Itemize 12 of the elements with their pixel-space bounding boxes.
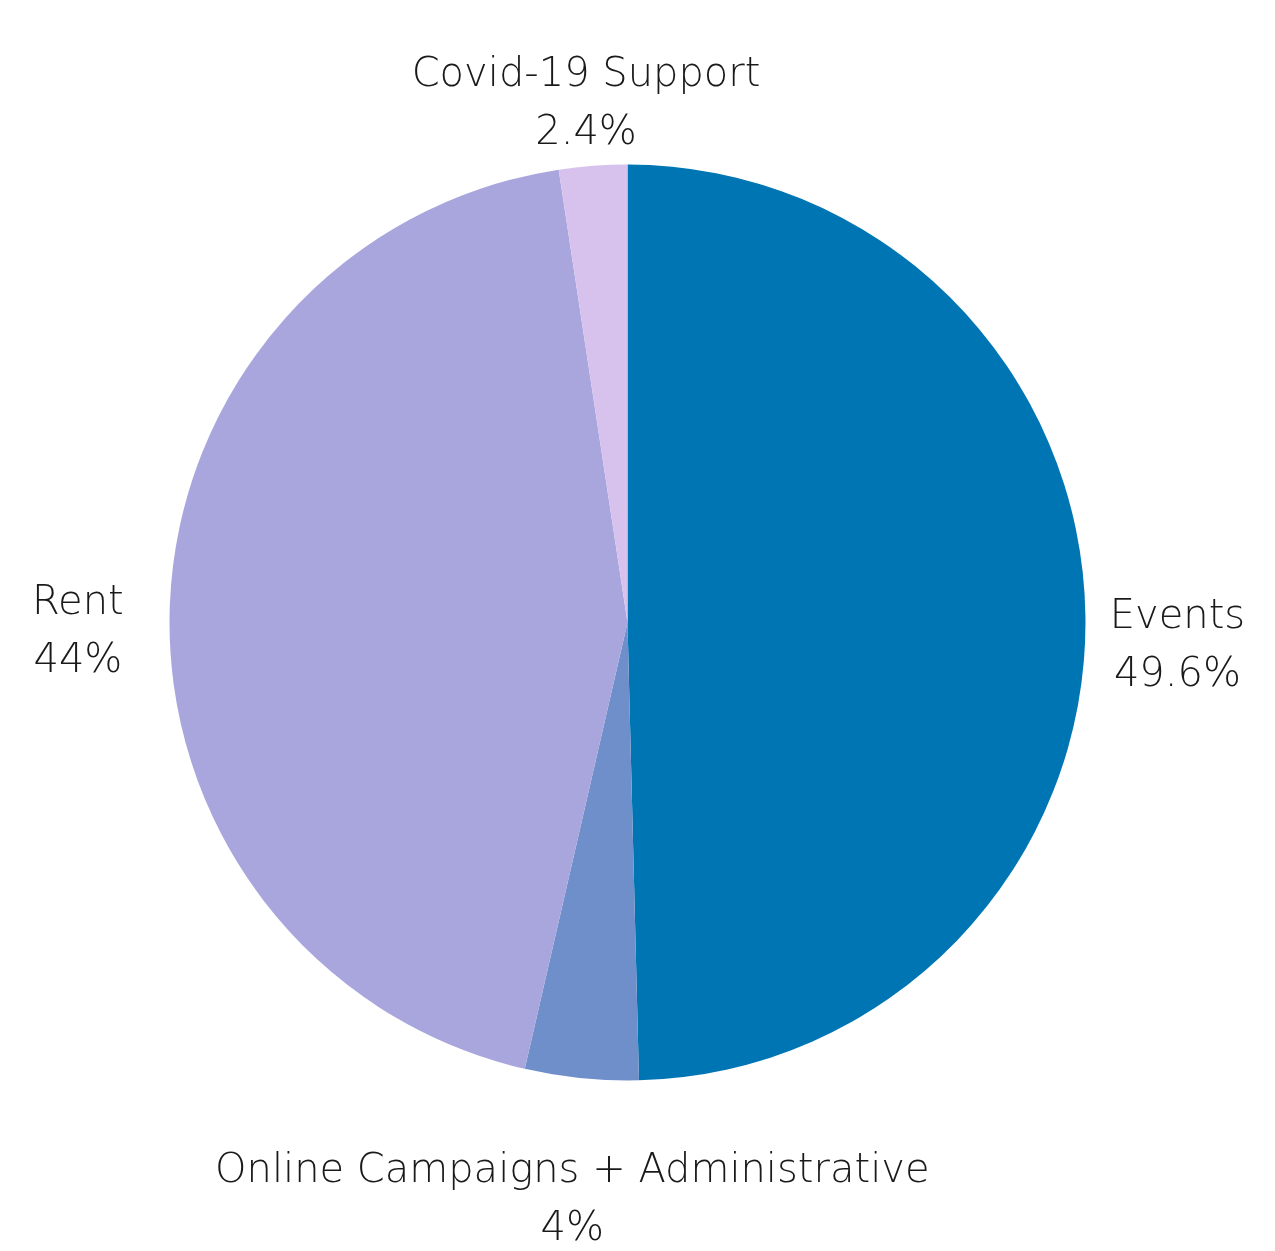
pie-slice [558, 164, 628, 623]
pie-slice [524, 622, 640, 1081]
pie-slice [627, 164, 1086, 1081]
data-label: 2.4% [535, 107, 637, 154]
slice-label: Online Campaigns + Administrative [215, 1144, 930, 1191]
slice-label: Events [1109, 590, 1246, 637]
data-label: 49.6% [1113, 648, 1241, 695]
pie-slice [169, 169, 628, 1069]
data-label: 4% [540, 1202, 605, 1249]
data-label: 44% [33, 634, 123, 681]
slice-label: Covid-19 Support [411, 49, 761, 96]
slice-label: Rent [32, 576, 124, 623]
